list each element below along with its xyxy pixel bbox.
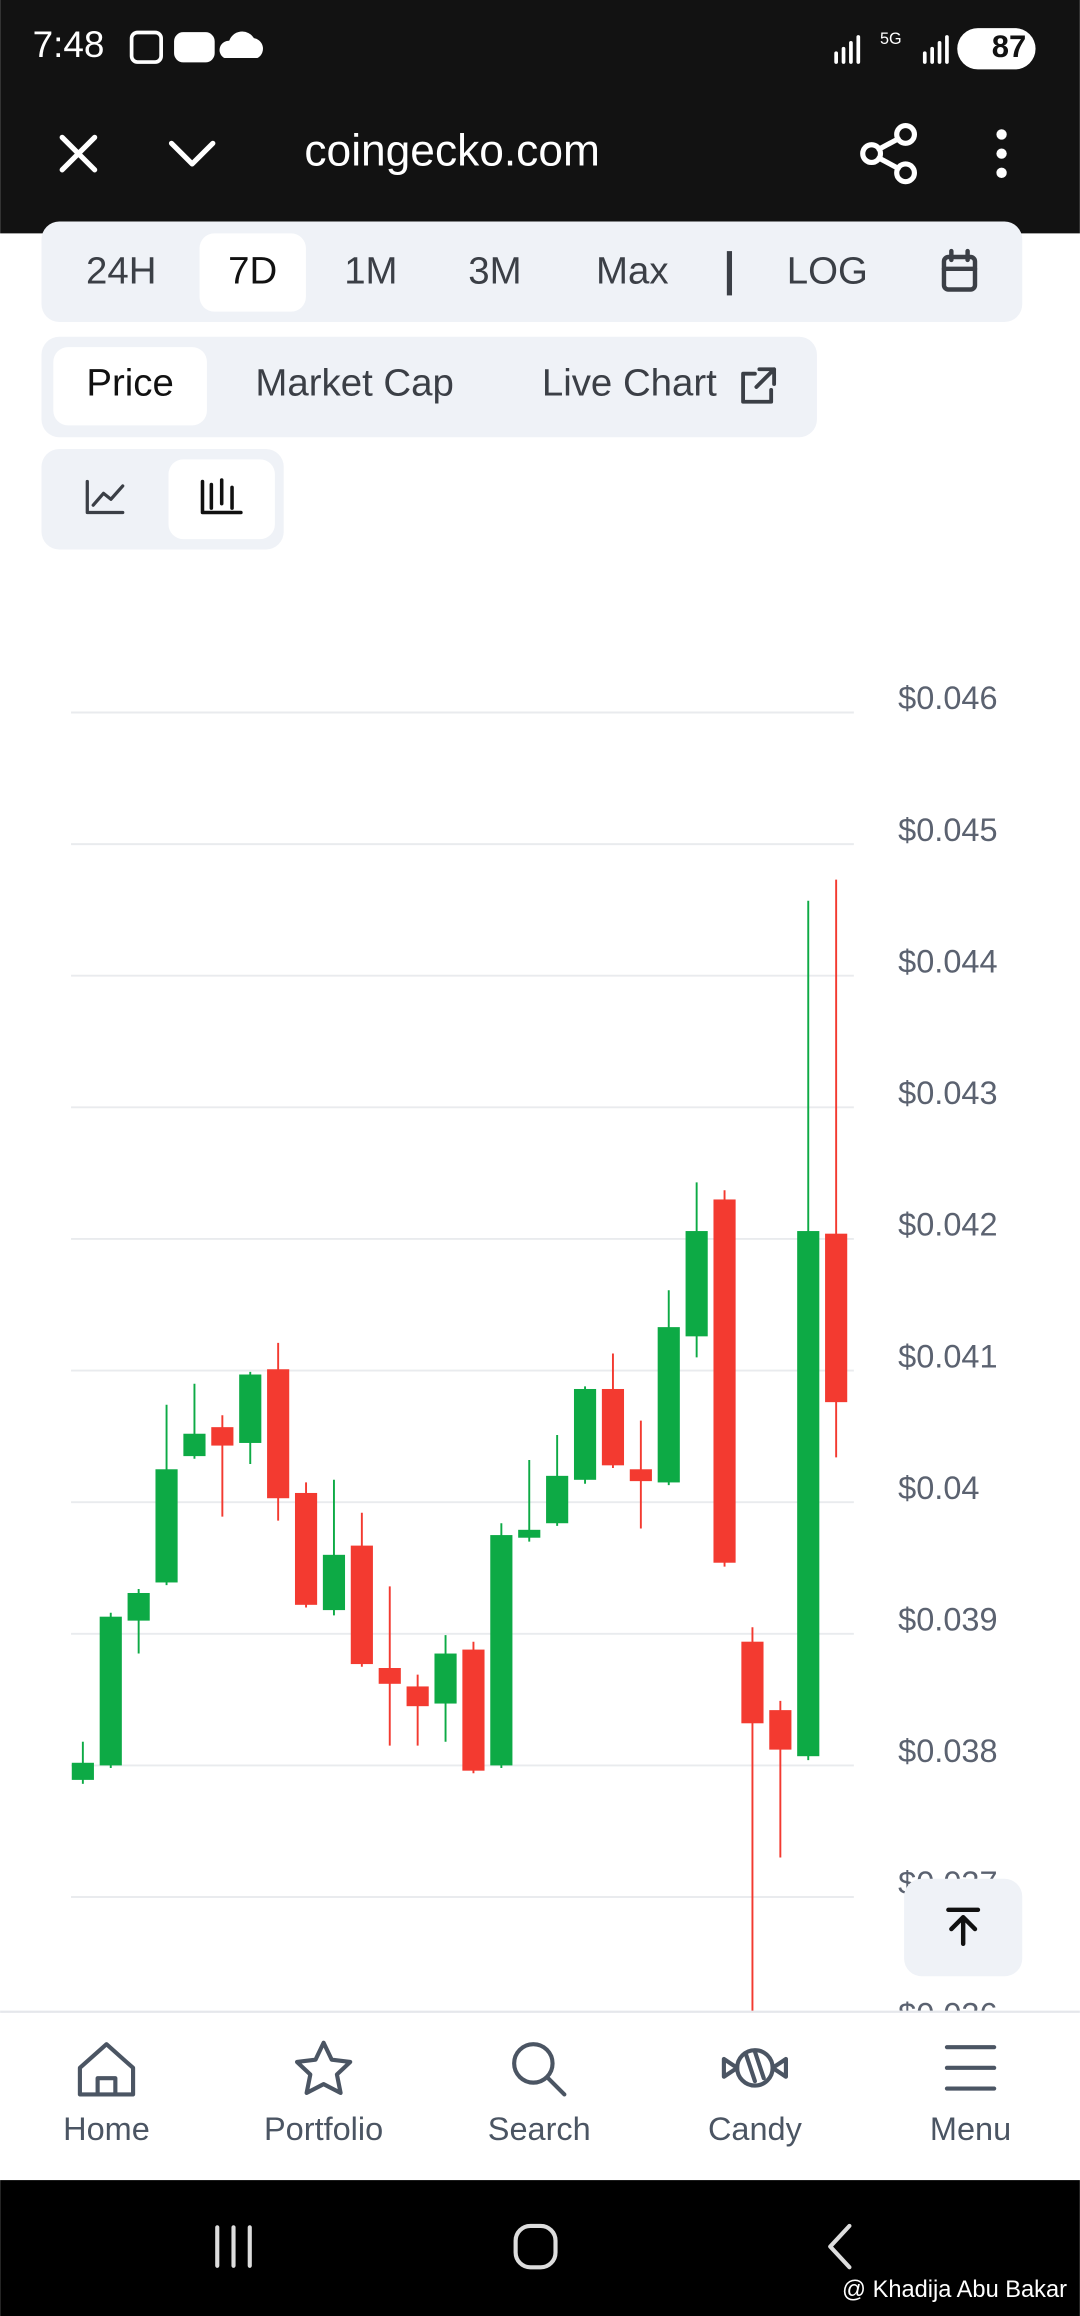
y-tick-label: $0.046: [898, 680, 997, 716]
candle-body: [462, 1649, 485, 1771]
divider: [726, 251, 733, 296]
candle-body: [211, 1427, 234, 1446]
battery: [957, 28, 1036, 70]
url[interactable]: coingecko.com: [304, 126, 599, 175]
scroll-top-icon: [946, 1907, 981, 1947]
candle-body: [629, 1469, 652, 1482]
battery-level: 87: [992, 29, 1026, 64]
range-option[interactable]: 3M: [468, 249, 521, 292]
candle-body: [685, 1231, 708, 1337]
candle-body: [378, 1668, 401, 1684]
chart-tab[interactable]: Market Cap: [255, 362, 453, 405]
range-option[interactable]: 1M: [344, 249, 397, 292]
candle-body: [127, 1592, 150, 1621]
candle-body: [741, 1641, 764, 1724]
candle-body: [183, 1433, 206, 1457]
candle-body: [434, 1653, 457, 1704]
candle-body: [155, 1469, 178, 1583]
chart-tab-bar: [41, 336, 817, 438]
calendar-button[interactable]: [941, 248, 978, 292]
candle-body: [99, 1616, 122, 1766]
chart-tab[interactable]: Price: [86, 362, 173, 405]
candle-style-button[interactable]: [200, 478, 243, 515]
status-icons: [129, 30, 949, 64]
candle-body: [657, 1327, 680, 1483]
menu-button[interactable]: [996, 129, 1007, 178]
y-tick-label: $0.038: [898, 1733, 997, 1769]
nav-icons: [77, 2040, 997, 2097]
candle-body: [518, 1529, 541, 1538]
candle-body: [71, 1762, 94, 1780]
network-5g: 5G: [880, 30, 902, 48]
y-tick-label: $0.04: [898, 1470, 979, 1506]
candle-body: [350, 1545, 373, 1665]
system-nav: [0, 2180, 1080, 2316]
share-button[interactable]: [860, 122, 918, 185]
range-option[interactable]: 24H: [86, 249, 156, 292]
candle-body: [239, 1374, 262, 1443]
external-link-icon: [741, 367, 777, 404]
watermark: @ Khadija Abu Bakar: [842, 2277, 1067, 2303]
nav-label[interactable]: Search: [488, 2111, 591, 2147]
candle-body: [546, 1475, 569, 1524]
close-button[interactable]: [59, 134, 98, 173]
range-option[interactable]: Max: [596, 249, 669, 292]
candle-body: [769, 1710, 792, 1750]
browser-controls: [59, 122, 918, 185]
tab-selected: [53, 347, 207, 426]
candle-body: [797, 1231, 820, 1757]
y-tick-label: $0.041: [898, 1338, 997, 1374]
price-chart: $0.036$0.037$0.038$0.039$0.04$0.041$0.04…: [71, 680, 998, 2032]
y-tick-label: $0.042: [898, 1207, 997, 1243]
candle-body: [825, 1233, 848, 1403]
status-time: 7:48: [33, 24, 105, 65]
log-toggle[interactable]: LOG: [787, 249, 868, 292]
bottom-nav: [0, 2011, 1080, 2181]
y-tick-label: $0.045: [898, 812, 997, 848]
candle-body: [322, 1554, 346, 1611]
nav-label[interactable]: Portfolio: [264, 2111, 383, 2147]
collapse-button[interactable]: [168, 140, 216, 167]
range-option[interactable]: 7D: [228, 249, 277, 292]
y-tick-label: $0.043: [898, 1075, 997, 1111]
candle-body: [267, 1369, 290, 1499]
range-selected: [199, 233, 306, 312]
nav-label[interactable]: Home: [63, 2111, 150, 2147]
candle-body: [406, 1686, 429, 1707]
candle-body: [713, 1199, 736, 1563]
nav-label[interactable]: Menu: [930, 2111, 1011, 2147]
candle-body: [294, 1492, 318, 1605]
chart-tab[interactable]: Live Chart: [542, 362, 717, 405]
candle-body: [573, 1388, 597, 1480]
y-tick-label: $0.044: [898, 943, 997, 979]
candle-body: [490, 1535, 513, 1766]
y-tick-label: $0.039: [898, 1602, 997, 1638]
range-bar: [41, 221, 1023, 322]
line-style-button[interactable]: [85, 479, 125, 515]
candle-body: [601, 1388, 625, 1466]
nav-label[interactable]: Candy: [708, 2111, 803, 2147]
system-buttons: [215, 2223, 852, 2270]
